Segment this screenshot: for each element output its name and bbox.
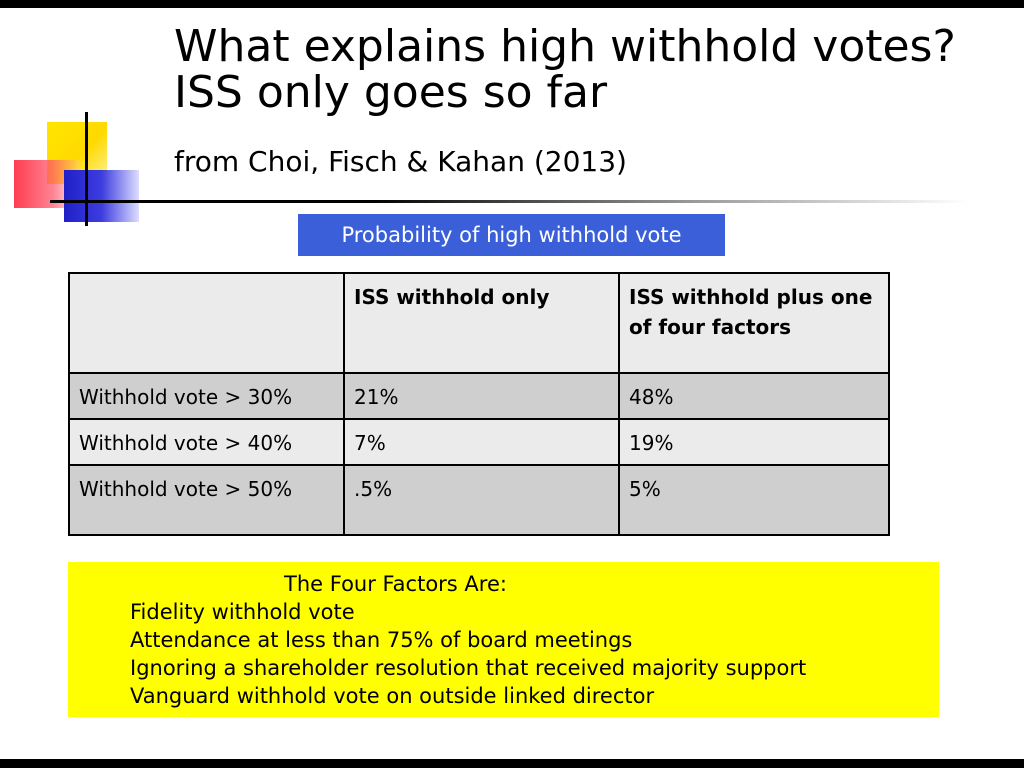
factor-item: Attendance at less than 75% of board mee… [130, 628, 633, 652]
table-row: Withhold vote > 50% .5% 5% [68, 464, 890, 536]
header-cell-empty [68, 272, 345, 374]
title-underline-rule [50, 200, 970, 203]
slide-subtitle: from Choi, Fisch & Kahan (2013) [174, 145, 627, 178]
table-header-row: ISS withhold only ISS withhold plus one … [68, 272, 890, 374]
header-cell-iss-plus-factor: ISS withhold plus one of four factors [618, 272, 890, 374]
factor-item: Ignoring a shareholder resolution that r… [130, 656, 807, 680]
top-frame-bar [0, 0, 1024, 8]
table-caption: Probability of high withhold vote [298, 214, 725, 256]
iss-only-cell: 21% [343, 372, 620, 420]
blue-square [64, 170, 139, 222]
title-line-2: ISS only goes so far [174, 67, 608, 118]
iss-only-cell: .5% [343, 464, 620, 536]
factors-list: Fidelity withhold vote Attendance at les… [130, 598, 806, 710]
row-label-cell: Withhold vote > 40% [68, 418, 345, 466]
iss-plus-factor-cell: 19% [618, 418, 890, 466]
bottom-frame-bar [0, 759, 1024, 768]
logo-vertical-line [85, 112, 88, 226]
four-factors-box: The Four Factors Are: Fidelity withhold … [68, 562, 939, 717]
header-cell-iss-only: ISS withhold only [343, 272, 620, 374]
probability-table: ISS withhold only ISS withhold plus one … [68, 272, 890, 536]
row-label-cell: Withhold vote > 50% [68, 464, 345, 536]
factor-item: Fidelity withhold vote [130, 600, 355, 624]
iss-only-cell: 7% [343, 418, 620, 466]
row-label-cell: Withhold vote > 30% [68, 372, 345, 420]
factors-heading: The Four Factors Are: [284, 572, 507, 596]
factor-item: Vanguard withhold vote on outside linked… [130, 684, 655, 708]
table-row: Withhold vote > 30% 21% 48% [68, 372, 890, 420]
iss-plus-factor-cell: 5% [618, 464, 890, 536]
decorative-squares-logo [0, 0, 150, 240]
title-line-1: What explains high withhold votes? [174, 21, 956, 72]
slide-title: What explains high withhold votes? ISS o… [174, 24, 956, 116]
table-row: Withhold vote > 40% 7% 19% [68, 418, 890, 466]
iss-plus-factor-cell: 48% [618, 372, 890, 420]
